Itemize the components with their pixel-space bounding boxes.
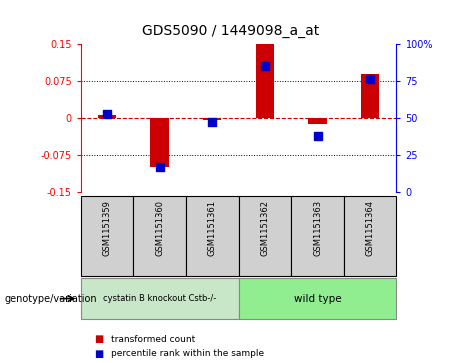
Bar bbox=[308, 118, 327, 124]
Text: GSM1151364: GSM1151364 bbox=[366, 200, 375, 256]
Text: GSM1151363: GSM1151363 bbox=[313, 200, 322, 256]
Point bbox=[156, 164, 163, 170]
Text: ■: ■ bbox=[95, 334, 104, 344]
Bar bbox=[239, 196, 291, 276]
Bar bbox=[344, 196, 396, 276]
Text: GSM1151362: GSM1151362 bbox=[260, 200, 269, 256]
Text: wild type: wild type bbox=[294, 294, 341, 303]
Text: GSM1151360: GSM1151360 bbox=[155, 200, 164, 256]
Text: percentile rank within the sample: percentile rank within the sample bbox=[111, 350, 264, 358]
Text: GSM1151361: GSM1151361 bbox=[208, 200, 217, 256]
Point bbox=[366, 76, 374, 82]
Bar bbox=[81, 196, 133, 276]
Bar bbox=[239, 278, 396, 319]
Text: transformed count: transformed count bbox=[111, 335, 195, 344]
Text: GDS5090 / 1449098_a_at: GDS5090 / 1449098_a_at bbox=[142, 24, 319, 38]
Point bbox=[261, 63, 269, 69]
Bar bbox=[203, 118, 221, 121]
Text: cystatin B knockout Cstb-/-: cystatin B knockout Cstb-/- bbox=[103, 294, 216, 303]
Bar bbox=[256, 42, 274, 118]
Text: GSM1151359: GSM1151359 bbox=[102, 200, 112, 256]
Bar bbox=[98, 115, 116, 118]
Bar bbox=[361, 74, 379, 118]
Text: genotype/variation: genotype/variation bbox=[5, 294, 97, 303]
Point bbox=[208, 119, 216, 125]
Text: ■: ■ bbox=[95, 349, 104, 359]
Bar bbox=[186, 196, 239, 276]
Bar bbox=[291, 196, 344, 276]
Point bbox=[103, 111, 111, 117]
Bar bbox=[81, 278, 239, 319]
Bar bbox=[150, 118, 169, 167]
Point bbox=[314, 133, 321, 139]
Bar bbox=[133, 196, 186, 276]
